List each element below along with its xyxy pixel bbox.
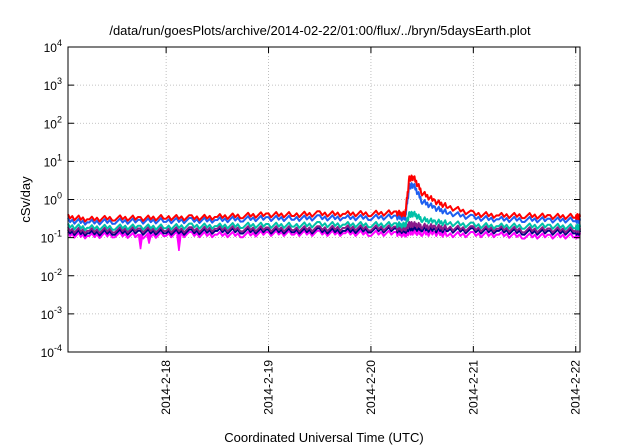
y-tick-label: 10-4 (41, 343, 62, 360)
y-tick-label: 101 (44, 152, 62, 169)
x-axis-label: Coordinated Universal Time (UTC) (224, 430, 423, 445)
y-tick-label: 10-3 (41, 305, 62, 322)
grid (68, 47, 580, 352)
series-dip (146, 234, 152, 244)
series-line (67, 224, 581, 237)
y-tick-label: 10-2 (41, 267, 62, 284)
series-line (67, 182, 581, 226)
series-layer (67, 174, 581, 251)
x-tick-label: 2014-2-20 (364, 360, 378, 415)
y-tick-label: 102 (44, 114, 62, 131)
y-tick-label: 10-1 (41, 229, 62, 246)
y-tick-label: 100 (44, 191, 62, 208)
y-tick-label: 103 (44, 76, 62, 93)
series-line (67, 221, 581, 235)
series-line (67, 174, 581, 223)
series-dip (176, 234, 182, 251)
series-line (67, 228, 581, 240)
x-tick-label: 2014-2-19 (262, 360, 276, 415)
x-tick-label: 2014-2-21 (466, 360, 480, 415)
chart-title: /data/run/goesPlots/archive/2014-02-22/0… (109, 23, 531, 38)
series-line (67, 210, 581, 232)
y-axis-label: cSv/day (18, 176, 33, 223)
y-tick-label: 104 (44, 38, 62, 55)
tick-layer: 10-4 10-3 10-2 10-1 100 101 102 103 104 2014-2-18… (41, 38, 583, 415)
series-dip (137, 234, 144, 250)
x-tick-label: 2014-2-22 (569, 360, 583, 415)
x-tick-label: 2014-2-18 (159, 360, 173, 415)
